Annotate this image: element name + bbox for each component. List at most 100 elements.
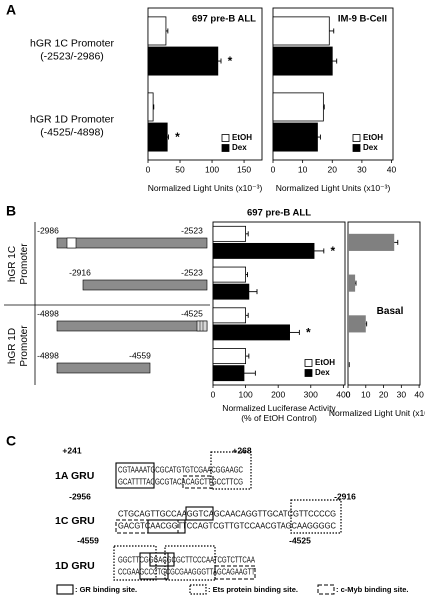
bar: [272, 92, 324, 122]
legend-swatch: [304, 369, 313, 377]
bar: [212, 307, 246, 324]
plot-frame: [272, 7, 394, 161]
significance-mark: *: [306, 326, 311, 340]
x-tick-label: 0: [211, 389, 216, 399]
legend-label: : Ets protein binding site.: [208, 585, 298, 594]
construct-bar: [56, 320, 208, 332]
x-tick-label: 0: [346, 389, 351, 399]
x-tick-label: 400: [336, 389, 350, 399]
construct-bar: [82, 279, 208, 291]
bar: [212, 225, 246, 242]
x-tick-label: 0: [271, 164, 276, 174]
bar: [147, 92, 154, 122]
bar: [147, 16, 167, 46]
sequence: CGTAAAATGCGCATGTGTCGAACGGAAGC: [118, 464, 243, 474]
legend-swatch: [304, 359, 313, 367]
category-label: hGR 1C Promoter (-2523/-2986): [29, 37, 115, 62]
legend-swatch: [56, 584, 74, 595]
chart-title: 697 pre-B ALL: [247, 208, 311, 219]
bar: [348, 274, 356, 292]
plot-frame: [147, 7, 263, 161]
gru-label: 1C GRU: [55, 515, 95, 527]
construct-start: -2916: [69, 267, 91, 277]
construct-start: -4898: [37, 350, 59, 360]
legend-swatch: [221, 134, 230, 142]
legend-swatch: [317, 584, 335, 595]
gru-label: 1A GRU: [55, 470, 94, 482]
gru-start: +241: [62, 445, 81, 455]
bar: [212, 348, 246, 365]
gr-site: [149, 552, 175, 567]
legend-swatch: [352, 144, 361, 152]
gru-start: -4559: [77, 535, 99, 545]
bar: [272, 122, 318, 152]
legend-swatch: [189, 584, 207, 595]
ets-site: [113, 545, 157, 581]
gru-end: -4525: [289, 535, 311, 545]
sequence: GCATTTTACGCGTACACAGCTTGCCTTCG: [118, 476, 243, 486]
x-tick-label: 200: [271, 389, 285, 399]
construct-feature: [66, 237, 77, 249]
x-tick-label: 100: [205, 164, 219, 174]
x-tick-label: 100: [238, 389, 252, 399]
gru-label: 1D GRU: [55, 560, 95, 572]
bar: [212, 266, 246, 283]
ets-site: [164, 545, 216, 581]
bar: [147, 46, 219, 76]
bar: [348, 356, 349, 374]
chart-title: IM-9 B-Cell: [338, 14, 387, 25]
annotation: Basal: [377, 306, 404, 317]
construct-end: -4559: [129, 350, 151, 360]
legend-swatch: [352, 134, 361, 142]
group-label: hGR 1C Promoter: [7, 243, 30, 285]
gr-site: [185, 506, 214, 521]
bar: [272, 16, 330, 46]
x-axis-label: Normalized Light Unit (x10⁻³): [328, 407, 425, 418]
construct-bar: [56, 237, 208, 249]
bar: [348, 315, 366, 333]
bar: [147, 122, 168, 152]
x-tick-label: 300: [304, 389, 318, 399]
x-tick-label: 20: [379, 389, 389, 399]
x-tick-label: 50: [175, 164, 185, 174]
sequence: CTGCAGTTGCCAAGGTCAGCAACAGGTTGCATCGTTCCCC…: [118, 508, 336, 518]
ets-site: [210, 451, 252, 490]
gru-end: -2916: [334, 491, 356, 501]
bar: [212, 365, 245, 382]
bar: [212, 283, 250, 300]
group-label: hGR 1D Promoter: [7, 325, 30, 367]
legend-label: : GR binding site.: [75, 585, 137, 594]
construct-end: -2523: [181, 225, 203, 235]
x-tick-label: 0: [146, 164, 151, 174]
legend-label: EtOH: [232, 133, 252, 142]
construct-bar: [56, 362, 151, 374]
legend-label: Dex: [315, 368, 330, 377]
legend-label: EtOH: [315, 358, 335, 367]
myb-site: [214, 565, 256, 580]
panel-label: A: [6, 2, 16, 18]
x-axis-label: Normalized Luciferase Activity (% of EtO…: [222, 402, 336, 423]
plot-frame: [347, 221, 421, 386]
x-tick-label: 40: [414, 389, 424, 399]
myb-site: [182, 475, 214, 489]
significance-mark: *: [175, 130, 180, 144]
sequence: GGCTTCGGGACGCGCTTCCCAATCGTCTTCAA: [118, 554, 255, 564]
chart-title: 697 pre-B ALL: [192, 14, 256, 25]
x-tick-label: 40: [387, 164, 397, 174]
sequence: CCGAAGCCCTGCGCGAAGGGTTAGCAGAAGTT: [118, 566, 255, 576]
gru-end: +268: [232, 445, 251, 455]
x-axis-label: Normalized Light Units (x10⁻³): [275, 182, 391, 193]
legend-label: Dex: [363, 143, 378, 152]
sequence: GACGTCAACGGTTCCAGTCGTTGTCCAACGTAGCAAGGGG…: [118, 520, 336, 530]
panel-label: B: [6, 203, 16, 219]
x-tick-label: 10: [298, 164, 308, 174]
bar: [348, 233, 395, 251]
x-tick-label: 30: [357, 164, 367, 174]
legend-swatch: [221, 144, 230, 152]
legend-label: Dex: [232, 143, 247, 152]
x-tick-label: 30: [397, 389, 407, 399]
significance-mark: *: [228, 54, 233, 68]
construct-end: -2523: [181, 267, 203, 277]
construct-start: -2986: [37, 225, 59, 235]
